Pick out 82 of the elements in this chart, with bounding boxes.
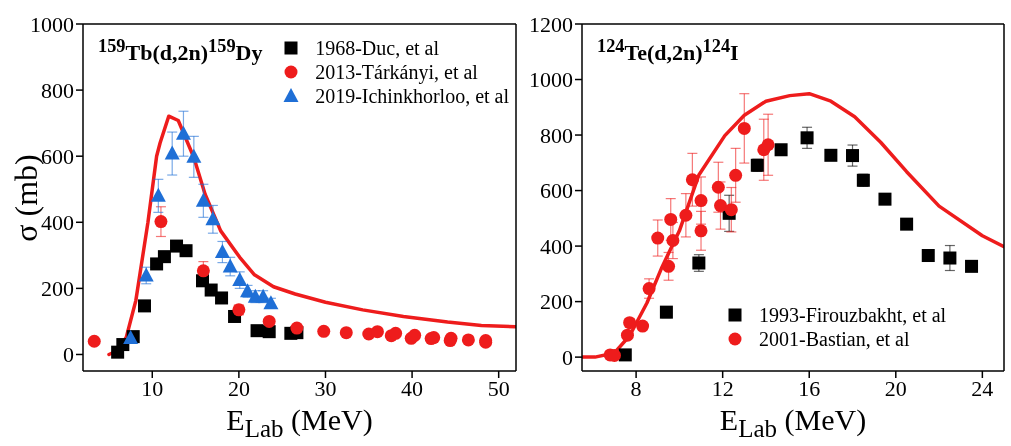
x-tick-label: 50 — [487, 375, 510, 401]
point — [205, 211, 221, 226]
point — [290, 321, 304, 335]
legend-label: 1993-Firouzbakht, et al — [759, 303, 947, 327]
point — [729, 168, 743, 182]
point — [250, 324, 264, 338]
x-tick-label: 24 — [971, 375, 994, 401]
point — [137, 299, 151, 313]
point — [222, 258, 238, 273]
y-tick-label: 600 — [540, 178, 573, 204]
y-tick-label: 200 — [41, 276, 74, 302]
legend-label: 2013-Tárkányi, et al — [315, 60, 478, 84]
point — [87, 334, 101, 348]
point — [157, 250, 171, 264]
x-tick-label: 12 — [711, 375, 734, 401]
point — [943, 251, 957, 265]
y-tick-label: 800 — [41, 77, 74, 103]
y-tick-label: 1200 — [529, 11, 573, 37]
y-tick-label: 400 — [540, 233, 573, 259]
point — [154, 215, 168, 229]
y-tick-label: 800 — [540, 122, 573, 148]
point — [642, 282, 656, 296]
point — [175, 125, 191, 140]
point — [694, 224, 708, 238]
text: $^{159}$Tb(d,2n)$^{159}$Dy — [98, 36, 263, 67]
y-tick-label: 600 — [41, 144, 74, 169]
point — [214, 244, 230, 259]
point — [186, 148, 202, 163]
point — [408, 328, 422, 342]
point — [164, 145, 180, 160]
x-tick-label: 20 — [227, 375, 250, 401]
point — [215, 291, 229, 305]
point — [824, 148, 838, 162]
point — [262, 314, 276, 328]
point — [150, 187, 166, 202]
line-series — [107, 114, 516, 357]
point — [800, 131, 814, 145]
point — [662, 259, 676, 273]
point — [636, 319, 650, 333]
x-axis-title: E$_{Lab}$ (MeV) — [718, 403, 868, 443]
x-tick-label: 40 — [401, 375, 424, 401]
x-tick-label: 16 — [798, 375, 821, 401]
point — [761, 138, 775, 152]
point — [461, 333, 475, 347]
point — [389, 326, 403, 340]
point — [737, 121, 751, 135]
point — [711, 180, 725, 194]
point — [774, 143, 788, 157]
point — [659, 305, 673, 319]
point — [666, 234, 680, 248]
text: $^{124}$Te(d,2n)$^{124}$I — [597, 36, 739, 67]
point — [846, 149, 860, 163]
point — [195, 192, 211, 207]
point — [618, 348, 632, 362]
point — [651, 231, 665, 245]
x-tick-label: 30 — [314, 375, 337, 401]
x-axis-title: E$_{Lab}$ (MeV) — [225, 403, 374, 443]
point — [263, 295, 279, 310]
point — [679, 208, 693, 222]
point — [370, 325, 384, 339]
point — [620, 328, 634, 342]
point — [965, 259, 979, 273]
y-tick-label: 1000 — [529, 67, 573, 93]
y-tick-label: 200 — [540, 289, 573, 315]
point — [664, 212, 678, 226]
point — [179, 244, 193, 258]
x-tick-label: 8 — [630, 375, 642, 401]
point — [921, 249, 935, 263]
x-tick-label: 10 — [141, 375, 164, 401]
legend-label: 2001-Bastian, et al — [759, 327, 910, 351]
point — [317, 324, 331, 338]
y-tick-label: 0 — [63, 342, 74, 368]
point — [339, 326, 353, 340]
point — [694, 194, 708, 208]
point — [900, 217, 914, 231]
point — [685, 173, 699, 187]
legend-label: 1968-Duc, et al — [315, 36, 440, 60]
x-tick-label: 20 — [884, 375, 907, 401]
point — [878, 192, 892, 206]
legend-label: 2019-Ichinkhorloo, et al — [315, 84, 509, 108]
y-tick-label: 0 — [562, 344, 573, 370]
y-tick-label: 1000 — [30, 11, 74, 37]
